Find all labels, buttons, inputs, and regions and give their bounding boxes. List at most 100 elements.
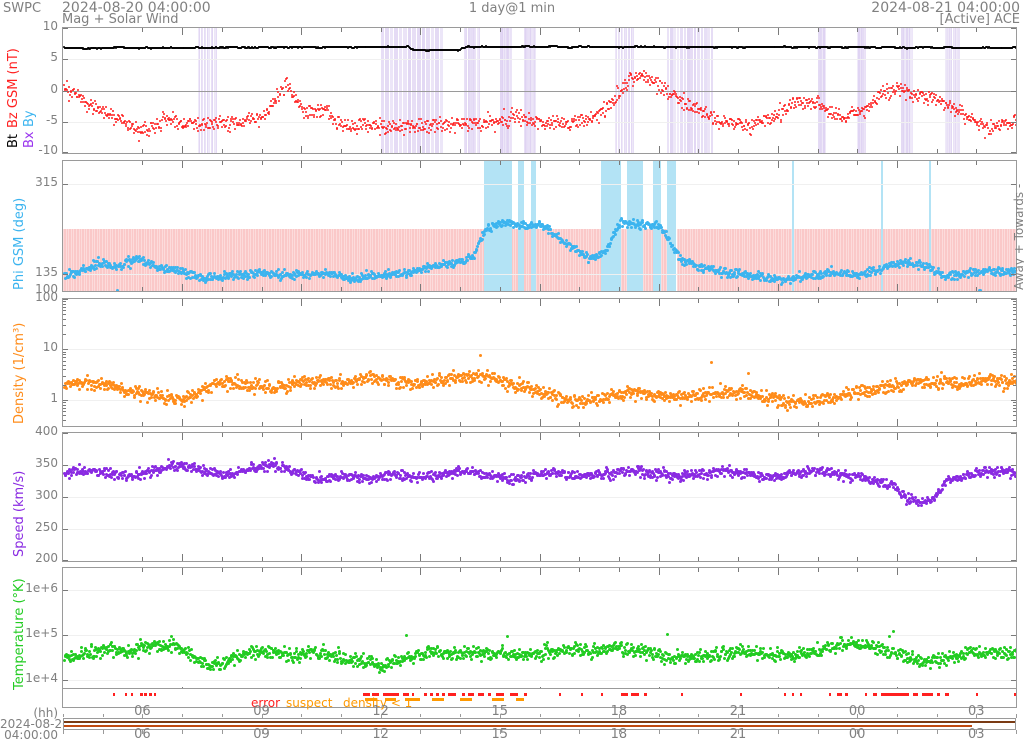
data-point <box>129 126 132 129</box>
data-point <box>417 117 420 120</box>
data-point <box>1010 126 1013 129</box>
data-point <box>419 270 423 274</box>
sector-band-stripe <box>382 228 384 291</box>
data-point <box>536 127 539 130</box>
data-point <box>454 124 457 127</box>
data-point <box>748 121 750 124</box>
x-tick <box>698 149 700 153</box>
data-point <box>648 83 651 86</box>
data-point <box>275 99 278 102</box>
x-tick <box>301 146 303 153</box>
data-point <box>210 123 213 126</box>
data-point <box>276 87 279 90</box>
data-point <box>427 269 430 273</box>
sector-band-stripe <box>164 228 166 291</box>
data-point <box>881 95 883 98</box>
data-point <box>886 83 889 85</box>
data-point <box>605 109 607 112</box>
sector-band-stripe <box>707 228 709 291</box>
sector-band-stripe <box>941 228 943 291</box>
data-point <box>797 270 801 274</box>
data-point <box>661 82 664 85</box>
data-point <box>608 244 612 248</box>
data-point <box>560 119 562 122</box>
start-datetime: 2024-08-20 04:00:00 <box>62 0 211 16</box>
data-point <box>798 97 801 100</box>
data-point <box>804 105 807 107</box>
data-point <box>161 115 164 118</box>
data-point <box>863 116 866 119</box>
data-point <box>789 99 791 102</box>
sector-band-stripe <box>310 228 311 291</box>
data-point <box>183 118 186 120</box>
data-point <box>827 116 830 119</box>
sector-band-stripe <box>887 228 889 291</box>
sector-band-stripe <box>965 228 967 291</box>
data-point <box>943 107 946 109</box>
sector-band-stripe <box>837 228 839 291</box>
data-point <box>940 270 944 274</box>
data-point <box>834 107 837 110</box>
sector-band-stripe <box>806 228 808 291</box>
data-point <box>953 114 956 117</box>
sector-band-stripe <box>369 228 371 291</box>
x-tick <box>618 287 620 291</box>
x-tick <box>976 287 978 291</box>
data-point <box>264 113 267 116</box>
data-point <box>147 134 150 137</box>
sector-band-stripe <box>239 228 241 291</box>
sector-band-stripe <box>954 228 956 291</box>
data-source-label: [Active] ACE <box>939 12 1020 27</box>
data-point <box>86 110 89 113</box>
data-point <box>882 84 885 87</box>
data-point <box>493 131 496 134</box>
sector-band-stripe <box>276 228 278 291</box>
sector-band-stripe <box>99 228 101 291</box>
sector-band-stripe <box>978 228 980 291</box>
data-point <box>153 132 156 134</box>
data-point <box>986 127 989 130</box>
sector-band-stripe <box>583 228 584 291</box>
data-point <box>961 105 964 108</box>
x-tick <box>261 287 263 291</box>
sector-band-stripe <box>580 228 582 291</box>
data-point <box>214 117 217 119</box>
sector-band-stripe <box>226 228 228 291</box>
data-point <box>599 114 602 117</box>
data-point <box>922 102 925 105</box>
x-tick <box>857 161 859 165</box>
sector-band-stripe <box>544 228 545 291</box>
x-tick <box>658 284 660 291</box>
sector-band-stripe <box>993 228 995 291</box>
data-point <box>283 93 286 96</box>
data-point <box>794 100 797 103</box>
x-tick <box>261 161 263 165</box>
data-point <box>128 121 131 123</box>
data-point <box>72 87 75 90</box>
sector-band-stripe <box>403 228 405 291</box>
data-point <box>938 95 941 98</box>
data-point <box>656 92 658 95</box>
data-point <box>903 83 906 86</box>
sector-band-stripe <box>738 228 740 291</box>
sector-band-stripe <box>307 228 309 291</box>
x-tick <box>380 28 382 32</box>
data-point <box>251 113 253 115</box>
x-tick <box>142 149 144 153</box>
data-point <box>519 109 522 112</box>
x-tick <box>182 161 184 168</box>
data-point <box>400 124 403 127</box>
data-point <box>995 121 998 124</box>
x-tick <box>460 287 462 291</box>
data-point <box>927 104 930 107</box>
x-tick <box>539 284 541 291</box>
data-point <box>585 123 588 126</box>
data-point <box>631 217 635 221</box>
data-point <box>644 226 648 230</box>
x-tick <box>539 161 541 168</box>
sector-band-stripe <box>297 228 298 291</box>
sector-band-stripe <box>746 228 748 291</box>
sector-band-stripe <box>367 228 369 291</box>
sector-band-stripe <box>663 228 665 291</box>
x-tick <box>579 287 581 291</box>
